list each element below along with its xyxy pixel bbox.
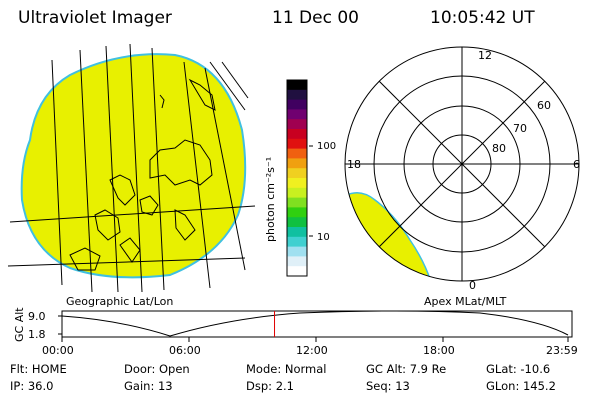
strip-xtick-1: 06:00 (169, 344, 201, 357)
colorbar-frame (286, 79, 308, 277)
colorbar-unit-label: photon cm⁻²s⁻¹ (264, 157, 277, 242)
colorbar-segment (287, 119, 307, 130)
strip-ytick-low: 1.8 (28, 328, 46, 341)
strip-axis-label: GC Alt (13, 307, 26, 342)
mlt-label-6: 6 (573, 158, 580, 171)
color-scale-bar (286, 79, 308, 277)
colorbar-segment (287, 138, 307, 150)
colorbar-segment (287, 207, 307, 218)
strip-xtick-0: 00:00 (42, 344, 74, 357)
status-glat: GLat: -10.6 (486, 362, 551, 376)
time-readout: 10:05:42 UT (430, 8, 535, 28)
geographic-map (7, 43, 256, 293)
altitude-strip-chart: GC Alt 9.0 1.8 (13, 307, 573, 342)
instrument-title: Ultraviolet Imager (18, 8, 172, 28)
mlat-label-70: 70 (513, 122, 527, 135)
colorbar-segment (287, 158, 307, 169)
mlt-label-18: 18 (347, 158, 361, 171)
colorbar-segment (287, 178, 307, 189)
status-ip: IP: 36.0 (10, 379, 54, 393)
colorbar-segment (287, 246, 307, 257)
lat-lon-grid (7, 43, 256, 293)
status-mode: Mode: Normal (246, 362, 327, 376)
colorbar-segment (287, 236, 307, 248)
mlt-label-12: 12 (478, 49, 492, 62)
colorbar-segment (287, 109, 307, 120)
strip-xtick-3: 18:00 (423, 344, 455, 357)
colorbar-segment (287, 129, 307, 140)
colorbar-segment (287, 227, 307, 238)
strip-xtick-4: 23:59 (546, 344, 578, 357)
uv-emission-disk-left (20, 53, 247, 279)
orbit-altitude-curve (61, 310, 569, 337)
colorbar-tick-100: 100 (317, 141, 336, 152)
status-flt: Flt: HOME (10, 362, 67, 376)
mlat-label-80: 80 (492, 142, 506, 155)
status-glon: GLon: 145.2 (486, 379, 556, 393)
colorbar-segment (287, 148, 307, 159)
status-dsp: Dsp: 2.1 (246, 379, 294, 393)
status-gc-alt: GC Alt: 7.9 Re (366, 362, 447, 376)
mlat-label-60: 60 (537, 99, 551, 112)
right-map-caption: Apex MLat/MLT (424, 295, 507, 308)
mlt-label-0: 0 (469, 279, 476, 292)
colorbar-segment (287, 217, 307, 228)
strip-ytick-high: 9.0 (28, 310, 46, 323)
left-map-caption: Geographic Lat/Lon (66, 295, 174, 308)
colorbar-segment (287, 99, 307, 110)
apex-polar-plot: 12 18 6 0 60 70 80 (344, 46, 580, 292)
strip-xtick-2: 12:00 (296, 344, 328, 357)
colorbar-tick-10: 10 (317, 232, 330, 243)
colorbar-segment (287, 197, 307, 208)
colorbar-segment (287, 187, 307, 199)
colorbar-segment (287, 89, 307, 101)
colorbar-segment (287, 80, 307, 91)
status-door: Door: Open (124, 362, 190, 376)
status-gain: Gain: 13 (124, 379, 173, 393)
colorbar-segment (287, 256, 307, 267)
date-readout: 11 Dec 00 (272, 8, 359, 28)
colorbar-segment (287, 168, 307, 179)
colorbar-segment (287, 266, 307, 277)
status-seq: Seq: 13 (366, 379, 410, 393)
